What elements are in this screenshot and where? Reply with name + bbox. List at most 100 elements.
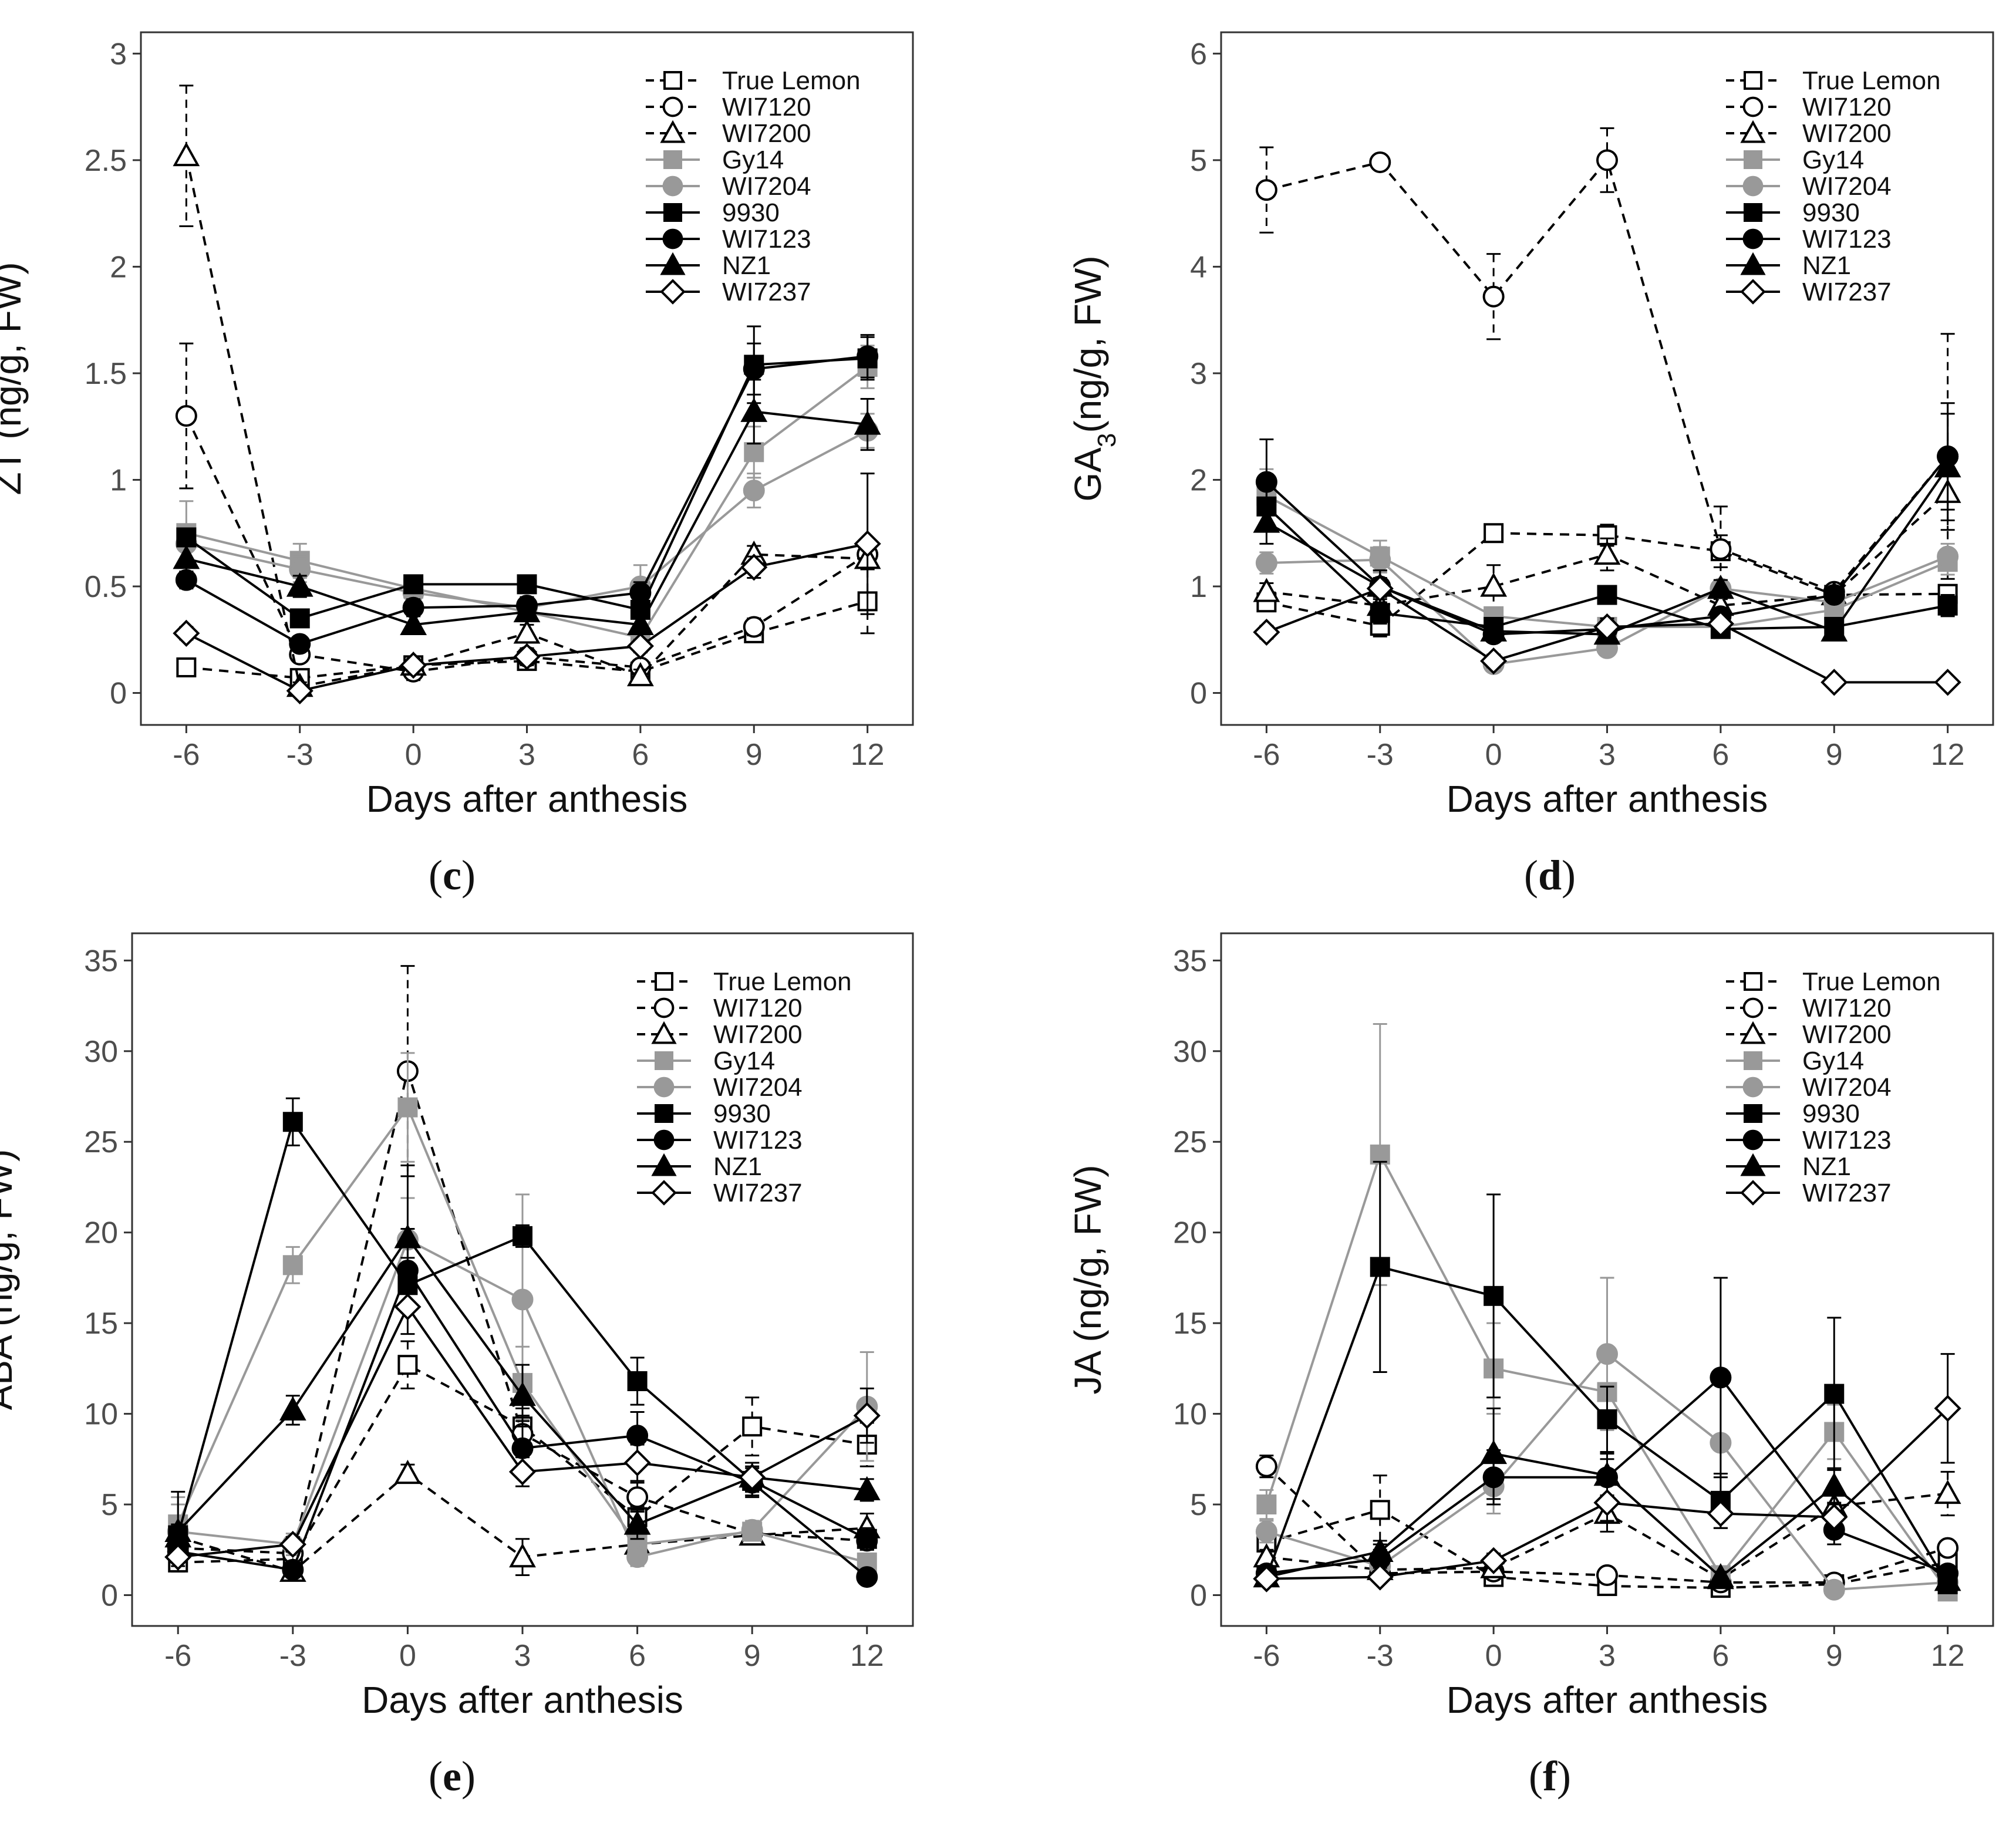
data-point: [1480, 572, 1508, 597]
chart-panel-e: 0 5 10 15 20 25 30 35 -6 -3 0 3 6 9 12 Days after anthe…: [0, 932, 914, 1800]
x-tick-label: 3: [1599, 1639, 1616, 1673]
data-point: [282, 1112, 303, 1132]
data-point: [1934, 669, 1961, 696]
data-point: [744, 442, 764, 463]
data-point: [1253, 1565, 1280, 1592]
y-tick-label: 1.5: [85, 357, 127, 391]
chart-panel-c: 0 0.5 1 1.5 2 2.5 3 -6 -3 0 3 6 9 12 Days after anthes…: [0, 31, 914, 899]
data-point: [854, 530, 881, 558]
data-point: [1597, 585, 1617, 605]
x-tick-label: 12: [850, 1639, 884, 1673]
y-tick-label: 1: [110, 463, 127, 497]
data-point: [513, 619, 541, 644]
legend-label: True Lemon: [1802, 967, 1941, 996]
data-point: [626, 1425, 649, 1447]
data-point: [397, 1097, 418, 1118]
y-tick-label: 35: [1173, 944, 1207, 978]
data-point: [511, 1288, 534, 1311]
y-tick-label: 0: [1190, 1578, 1207, 1612]
legend-key-marker: [655, 1051, 673, 1070]
data-point: [626, 1546, 649, 1568]
legend-key-marker: [651, 1021, 677, 1044]
data-point: [1369, 151, 1391, 173]
legend-key-marker: [1742, 1077, 1764, 1098]
data-point: [176, 527, 197, 548]
data-point: [1253, 578, 1280, 602]
legend-label: NZ1: [1802, 1152, 1851, 1181]
data-point: [173, 619, 200, 647]
x-tick-label: -6: [164, 1639, 191, 1673]
legend-label: WI7120: [1802, 93, 1892, 122]
data-point: [1707, 1500, 1734, 1527]
x-tick-label: 0: [399, 1639, 416, 1673]
data-point: [853, 1402, 881, 1429]
y-axis-title: GA3(ng/g, FW): [1067, 255, 1121, 501]
y-axis-title: ABA (ng/g, FW): [0, 1149, 20, 1411]
legend-key-marker: [1740, 1153, 1766, 1176]
data-point: [394, 1459, 422, 1484]
y-tick-label: 5: [101, 1488, 118, 1522]
y-tick-label: 5: [1190, 1488, 1207, 1522]
data-point: [1824, 1384, 1845, 1404]
legend-label: WI7120: [722, 93, 811, 122]
x-tick-label: 9: [746, 738, 763, 772]
legend-label: Gy14: [1802, 1047, 1864, 1075]
data-point: [743, 616, 765, 638]
data-point: [508, 1458, 537, 1486]
legend-label: WI7123: [1802, 1126, 1892, 1155]
y-tick-label: 30: [1173, 1035, 1207, 1069]
legend-key-marker: [1740, 279, 1766, 305]
legend-key-marker: [660, 252, 686, 275]
legend-label: NZ1: [722, 251, 771, 280]
data-point: [1369, 549, 1391, 571]
data-point: [1596, 149, 1618, 171]
data-point: [623, 1449, 651, 1477]
data-point: [1593, 1489, 1621, 1517]
data-point: [513, 598, 541, 623]
data-point: [400, 652, 427, 679]
x-tick-label: -6: [1253, 1639, 1280, 1673]
x-axis-title: Days after anthesis: [1447, 778, 1768, 820]
y-tick-label: 10: [84, 1398, 118, 1432]
data-point: [513, 643, 541, 670]
data-point: [509, 1543, 536, 1568]
data-point: [743, 480, 765, 502]
data-point: [1597, 1409, 1617, 1429]
legend-label: WI7237: [1802, 278, 1892, 306]
data-point: [1596, 1343, 1618, 1365]
legend-key-marker: [660, 279, 686, 305]
y-tick-label: 15: [1173, 1307, 1207, 1341]
x-tick-label: -6: [173, 738, 200, 772]
legend-key-marker: [655, 972, 673, 991]
legend-label: WI7204: [722, 172, 811, 201]
legend-label: WI7237: [713, 1179, 803, 1207]
data-point: [1710, 1366, 1732, 1389]
data-point: [1823, 584, 1845, 606]
legend-key-marker: [1740, 1180, 1766, 1206]
legend-label: 9930: [722, 198, 780, 227]
legend-key-marker: [1744, 71, 1762, 90]
y-tick-label: 20: [84, 1216, 118, 1250]
data-point: [1256, 1494, 1277, 1515]
legend-label: WI7237: [1802, 1179, 1892, 1207]
data-point: [513, 1226, 532, 1246]
data-point: [282, 1255, 303, 1276]
legend-key-marker: [662, 228, 683, 249]
data-point: [1707, 610, 1734, 637]
legend: True LemonWI7120WI7200Gy14WI72049930WI71…: [1726, 66, 1941, 306]
data-point: [1480, 617, 1508, 642]
x-tick-label: 12: [851, 738, 885, 772]
data-point: [742, 1416, 763, 1437]
data-point: [175, 569, 197, 591]
data-point: [511, 1437, 534, 1459]
data-point: [289, 608, 310, 629]
data-point: [164, 1543, 192, 1571]
series-wi7123: [1255, 402, 1959, 646]
y-tick-label: 5: [1190, 144, 1207, 178]
data-point: [289, 633, 311, 655]
legend-key-marker: [653, 997, 675, 1018]
x-tick-label: 6: [1712, 1639, 1729, 1673]
legend-label: WI7204: [1802, 1073, 1892, 1102]
data-point: [1366, 1537, 1394, 1562]
